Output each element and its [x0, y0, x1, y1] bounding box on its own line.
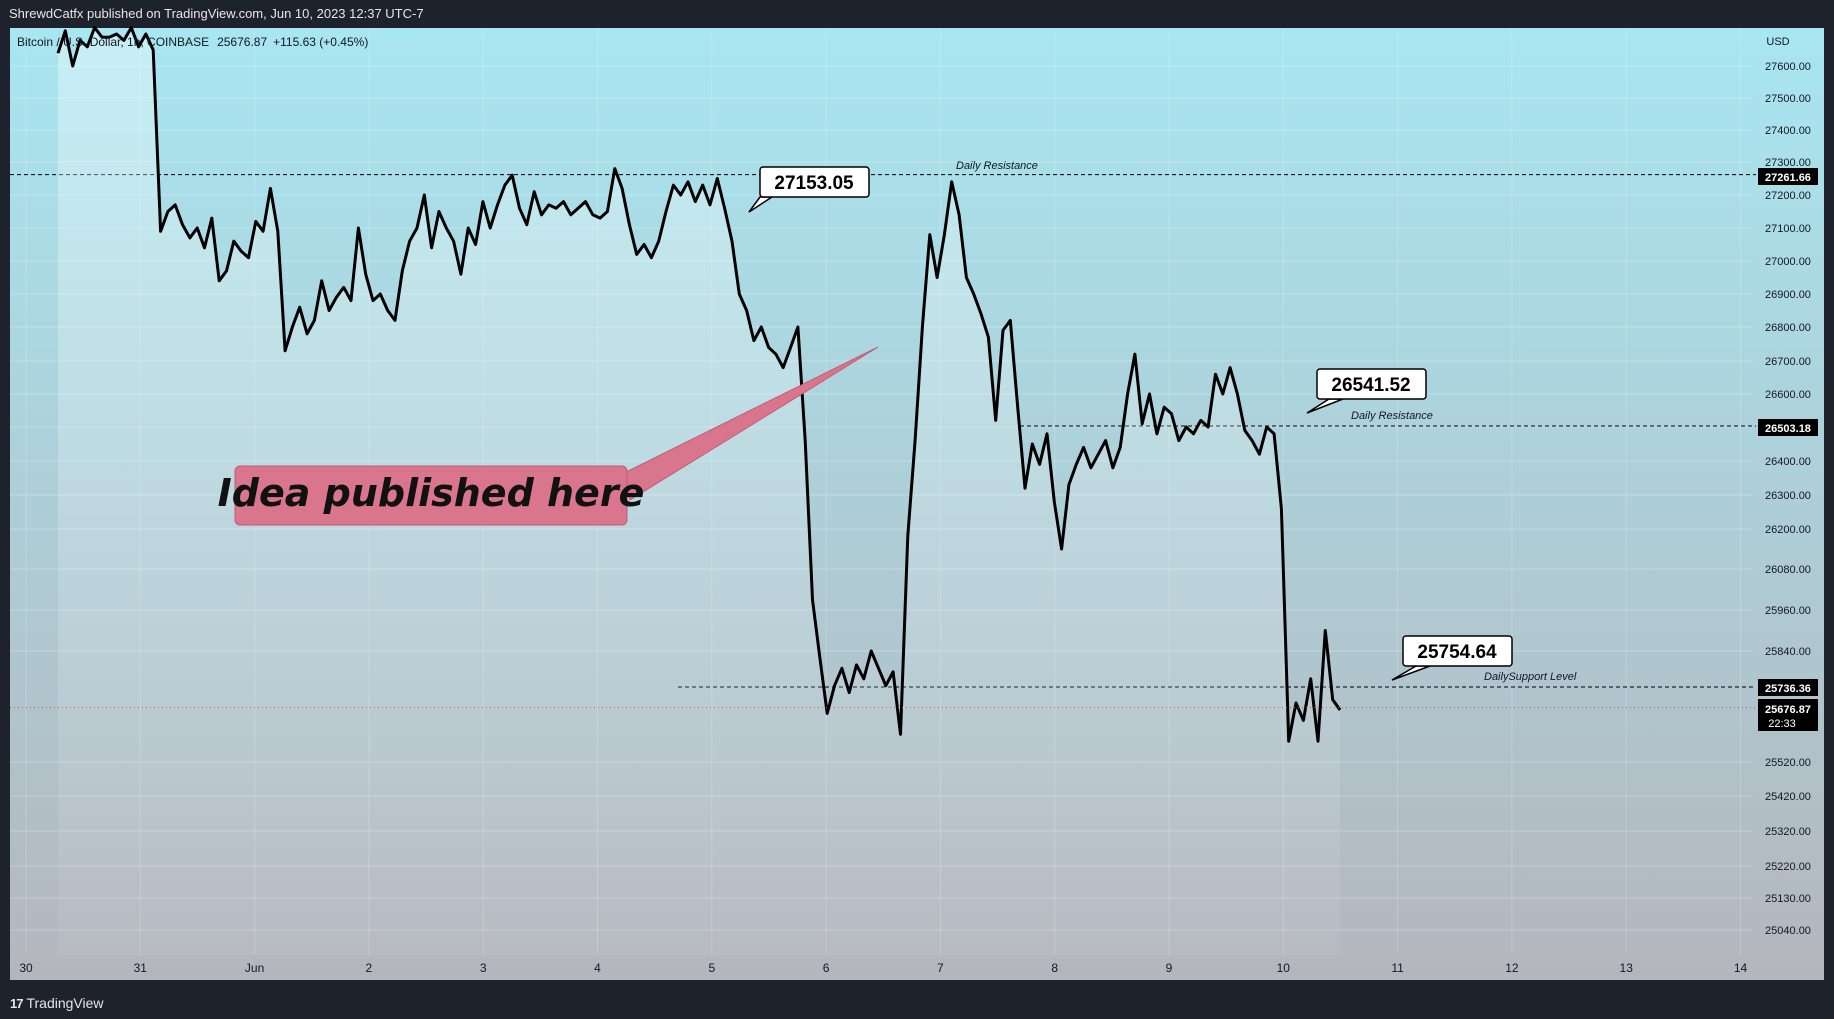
- y-tick-label: 26080.00: [1765, 564, 1811, 576]
- x-tick-label: 30: [19, 961, 33, 975]
- y-tick-label: 27200.00: [1765, 190, 1811, 202]
- callout-3[interactable]: 25754.64: [1391, 635, 1513, 681]
- currency-label: USD: [1766, 36, 1789, 48]
- callout-1[interactable]: 27153.05: [748, 166, 870, 213]
- y-tick-label: 27500.00: [1765, 93, 1811, 105]
- symbol-legend: Bitcoin / U.S. Dollar, 1h, COINBASE 25676…: [17, 35, 368, 49]
- price-tag-level-1-text: 27261.66: [1765, 172, 1811, 184]
- tradingview-logo-icon: 17: [10, 996, 24, 1011]
- bar-countdown: 22:33: [1768, 718, 1796, 730]
- callout-2[interactable]: 26541.52: [1306, 368, 1427, 414]
- price-tag-level-2-text: 26503.18: [1765, 423, 1811, 435]
- y-tick-label: 26200.00: [1765, 524, 1811, 536]
- price-tag-level-1: 27261.66: [1758, 168, 1818, 185]
- last-price-tag: 25676.87 22:33: [1758, 699, 1818, 731]
- y-tick-label: 25520.00: [1765, 757, 1811, 769]
- y-tick-label: 26800.00: [1765, 322, 1811, 334]
- idea-note-text: Idea published here: [218, 471, 645, 515]
- x-tick-label: 13: [1620, 961, 1634, 975]
- y-tick-label: 25960.00: [1765, 605, 1811, 617]
- price-line: [56, 26, 1342, 743]
- level-label-2: Daily Resistance: [1351, 410, 1433, 422]
- callout-2-text: 26541.52: [1331, 375, 1410, 396]
- callout-3-text: 25754.64: [1417, 642, 1497, 663]
- y-tick-label: 27300.00: [1765, 157, 1811, 169]
- y-tick-label: 25040.00: [1765, 925, 1811, 937]
- y-tick-label: 27000.00: [1765, 256, 1811, 268]
- x-tick-label: 7: [937, 961, 944, 975]
- x-tick-label: 3: [480, 961, 487, 975]
- publication-header: ShrewdCatfx published on TradingView.com…: [0, 0, 1834, 28]
- y-tick-label: 25840.00: [1765, 646, 1811, 658]
- x-tick-label: 10: [1277, 961, 1291, 975]
- y-tick-label: 25130.00: [1765, 893, 1811, 905]
- x-tick-label: 14: [1734, 961, 1748, 975]
- x-tick-label: 11: [1391, 961, 1404, 975]
- price-tag-level-2: 26503.18: [1758, 419, 1818, 436]
- x-tick-label: 4: [594, 961, 601, 975]
- x-tick-label: 6: [823, 961, 830, 975]
- y-tick-label: 25420.00: [1765, 791, 1811, 803]
- y-tick-label: 25320.00: [1765, 826, 1811, 838]
- footer-bar: 17 TradingView: [0, 988, 1834, 1018]
- y-tick-label: 26600.00: [1765, 389, 1811, 401]
- brand-name: TradingView: [26, 995, 104, 1011]
- x-tick-label: 8: [1051, 961, 1058, 975]
- level-label-3: DailySupport Level: [1484, 671, 1577, 683]
- y-tick-label: 26700.00: [1765, 356, 1811, 368]
- header-text: ShrewdCatfx published on TradingView.com…: [9, 6, 424, 21]
- legend-change: +115.63 (+0.45%): [273, 35, 368, 49]
- callout-1-text: 27153.05: [774, 173, 854, 194]
- x-tick-label: 12: [1505, 961, 1519, 975]
- y-tick-label: 25220.00: [1765, 861, 1811, 873]
- x-tick-label: 5: [708, 961, 715, 975]
- y-tick-label: 26400.00: [1765, 456, 1811, 468]
- price-area-fill: [58, 27, 1340, 956]
- y-tick-label: 27100.00: [1765, 223, 1811, 235]
- legend-price: 25676.87: [217, 35, 267, 49]
- y-tick-label: 27400.00: [1765, 125, 1811, 137]
- x-axis[interactable]: 30 31 Jun 2 3 4 5 6 7 8 9 10 11 12 13 14: [19, 961, 1747, 975]
- x-tick-label: 2: [366, 961, 373, 975]
- idea-note[interactable]: Idea published here: [218, 346, 879, 526]
- level-label-1: Daily Resistance: [956, 160, 1038, 172]
- symbol-info: Bitcoin / U.S. Dollar, 1h, COINBASE: [17, 35, 209, 49]
- x-tick-label: 31: [134, 961, 148, 975]
- y-tick-label: 26900.00: [1765, 289, 1811, 301]
- price-tag-level-3: 25736.36: [1758, 679, 1818, 696]
- x-tick-label: 9: [1166, 961, 1173, 975]
- last-price-tag-text: 25676.87: [1765, 704, 1811, 716]
- price-tag-level-3-text: 25736.36: [1765, 683, 1811, 695]
- y-tick-label: 27600.00: [1765, 61, 1811, 73]
- y-tick-label: 26300.00: [1765, 490, 1811, 502]
- x-tick-label: Jun: [245, 961, 264, 975]
